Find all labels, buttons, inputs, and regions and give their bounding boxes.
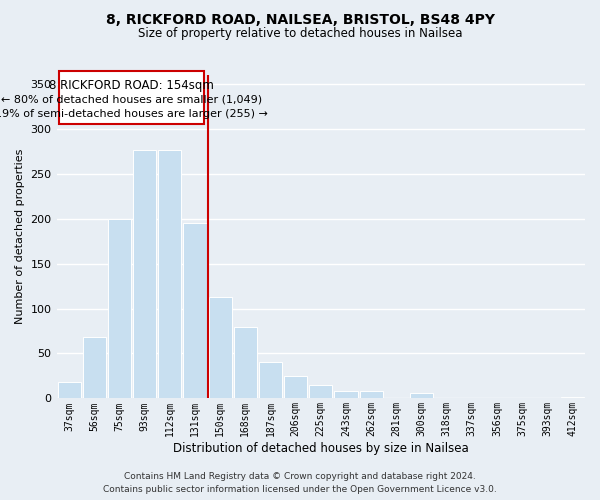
Bar [309, 385, 332, 398]
Bar [133, 150, 156, 398]
Bar [359, 391, 383, 398]
Bar [234, 328, 257, 398]
Text: ← 80% of detached houses are smaller (1,049): ← 80% of detached houses are smaller (1,… [1, 95, 262, 105]
Bar [158, 150, 181, 398]
Bar [58, 382, 80, 398]
Bar [284, 376, 307, 398]
Y-axis label: Number of detached properties: Number of detached properties [15, 149, 25, 324]
Text: 19% of semi-detached houses are larger (255) →: 19% of semi-detached houses are larger (… [0, 109, 268, 119]
Bar [108, 218, 131, 398]
Text: Contains public sector information licensed under the Open Government Licence v3: Contains public sector information licen… [103, 485, 497, 494]
FancyBboxPatch shape [59, 70, 204, 124]
Text: 8, RICKFORD ROAD, NAILSEA, BRISTOL, BS48 4PY: 8, RICKFORD ROAD, NAILSEA, BRISTOL, BS48… [106, 12, 494, 26]
Bar [561, 396, 584, 398]
Bar [334, 391, 358, 398]
Text: Contains HM Land Registry data © Crown copyright and database right 2024.: Contains HM Land Registry data © Crown c… [124, 472, 476, 481]
Bar [410, 393, 433, 398]
Text: Size of property relative to detached houses in Nailsea: Size of property relative to detached ho… [138, 28, 462, 40]
Text: 8 RICKFORD ROAD: 154sqm: 8 RICKFORD ROAD: 154sqm [49, 80, 214, 92]
Bar [209, 297, 232, 398]
Bar [184, 223, 206, 398]
X-axis label: Distribution of detached houses by size in Nailsea: Distribution of detached houses by size … [173, 442, 469, 455]
Bar [259, 362, 282, 398]
Bar [83, 338, 106, 398]
